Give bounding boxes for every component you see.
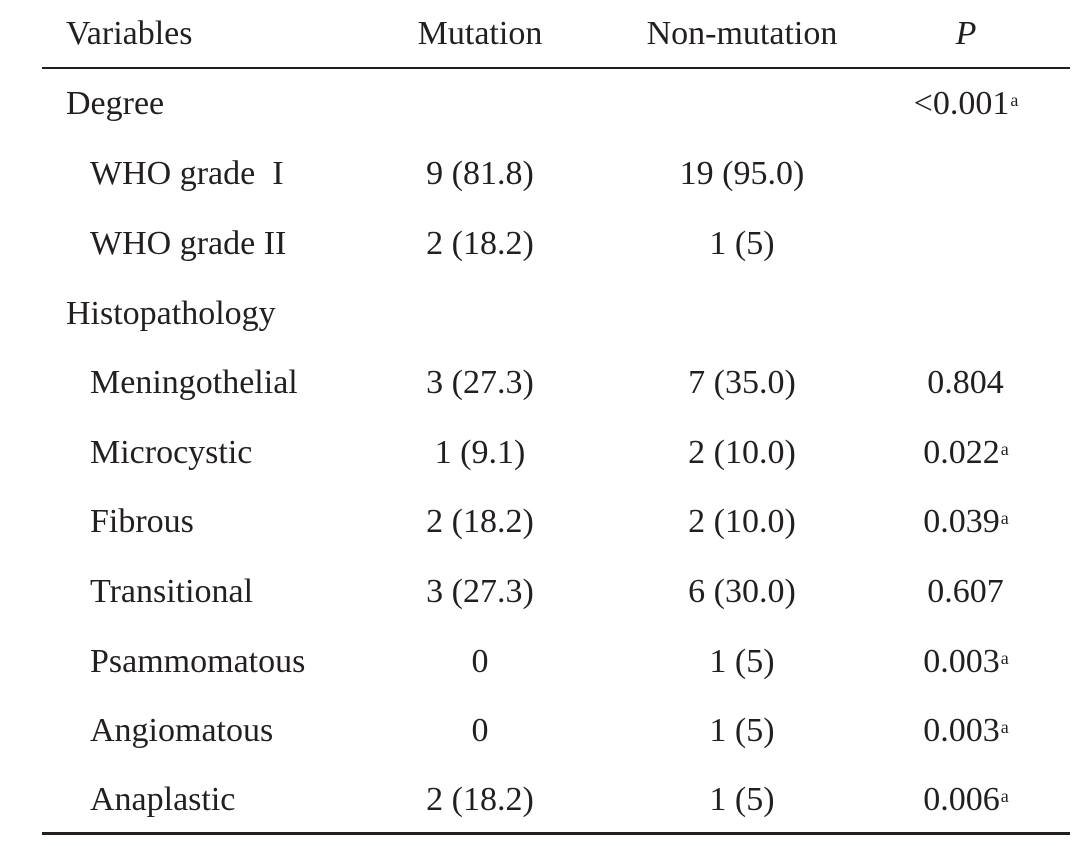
row-mutation: 0 <box>471 712 489 749</box>
row-p-value: 0.003a <box>866 711 1066 751</box>
row-label: Transitional <box>90 573 254 610</box>
header-variables: Variables <box>66 15 193 52</box>
row-p-value: 0.022a <box>866 433 1066 473</box>
footnote-marker: a <box>1000 786 1009 806</box>
footnote-marker: a <box>1000 717 1009 737</box>
row-p-value <box>866 294 1066 334</box>
row-non-mutation: 2 (10.0) <box>688 434 796 471</box>
row-non-mutation: 1 (5) <box>709 643 775 680</box>
row-mutation: 2 (18.2) <box>426 225 534 262</box>
row-label: WHO grade II <box>90 225 287 262</box>
footnote-marker: a <box>1000 648 1009 668</box>
p-value-text: 0.039 <box>923 503 1000 540</box>
footnote-marker: a <box>1010 90 1019 110</box>
table-row: Transitional 3 (27.3) 6 (30.0) 0.607 <box>42 572 1070 612</box>
row-p-value: 0.607 <box>866 572 1066 612</box>
row-non-mutation: 1 (5) <box>709 781 775 818</box>
table-row: WHO grade II 2 (18.2) 1 (5) <box>42 224 1070 264</box>
row-label: Meningothelial <box>90 364 298 401</box>
row-non-mutation: 1 (5) <box>709 225 775 262</box>
footnote-marker: a <box>1000 508 1009 528</box>
header-p-value: P <box>955 15 977 52</box>
row-p-value: <0.001a <box>866 84 1066 124</box>
row-label: Histopathology <box>66 295 276 332</box>
row-non-mutation: 2 (10.0) <box>688 503 796 540</box>
row-p-value <box>866 224 1066 264</box>
row-label: WHO grade I <box>90 155 284 192</box>
table-row: Histopathology <box>42 294 1070 334</box>
row-p-value: 0.003a <box>866 642 1066 682</box>
table-row: WHO grade I 9 (81.8) 19 (95.0) <box>42 154 1070 194</box>
table-row: Fibrous 2 (18.2) 2 (10.0) 0.039a <box>42 502 1070 542</box>
p-value-text: 0.006 <box>923 781 1000 818</box>
row-mutation: 9 (81.8) <box>426 155 534 192</box>
row-mutation: 0 <box>471 643 489 680</box>
row-non-mutation: 19 (95.0) <box>679 155 805 192</box>
row-p-value: 0.039a <box>866 502 1066 542</box>
bottom-rule <box>42 832 1070 835</box>
table-header-row: Variables Mutation Non-mutation P <box>42 14 1070 54</box>
row-label: Anaplastic <box>90 781 236 818</box>
row-p-value <box>866 154 1066 194</box>
row-mutation: 1 (9.1) <box>434 434 526 471</box>
table-row: Degree <0.001a <box>42 84 1070 124</box>
p-value-text: <0.001 <box>913 85 1010 122</box>
row-mutation: 3 (27.3) <box>426 573 534 610</box>
row-label: Microcystic <box>90 434 253 471</box>
row-mutation: 3 (27.3) <box>426 364 534 401</box>
header-non-mutation: Non-mutation <box>646 15 838 52</box>
table-row: Microcystic 1 (9.1) 2 (10.0) 0.022a <box>42 433 1070 473</box>
row-label: Angiomatous <box>90 712 274 749</box>
table-row: Psammomatous 0 1 (5) 0.003a <box>42 642 1070 682</box>
row-non-mutation: 6 (30.0) <box>688 573 796 610</box>
row-mutation: 2 (18.2) <box>426 781 534 818</box>
row-label: Fibrous <box>90 503 194 540</box>
row-mutation: 2 (18.2) <box>426 503 534 540</box>
table-row: Angiomatous 0 1 (5) 0.003a <box>42 711 1070 751</box>
row-p-value: 0.804 <box>866 363 1066 403</box>
row-non-mutation: 7 (35.0) <box>688 364 796 401</box>
header-rule <box>42 67 1070 69</box>
table-row: Anaplastic 2 (18.2) 1 (5) 0.006a <box>42 780 1070 820</box>
p-value-text: 0.804 <box>927 364 1004 401</box>
p-value-text: 0.022 <box>923 434 1000 471</box>
row-label: Psammomatous <box>90 643 306 680</box>
row-label: Degree <box>66 85 165 122</box>
header-mutation: Mutation <box>417 15 543 52</box>
p-value-text: 0.003 <box>923 643 1000 680</box>
row-p-value: 0.006a <box>866 780 1066 820</box>
p-value-text: 0.607 <box>927 573 1004 610</box>
table-row: Meningothelial 3 (27.3) 7 (35.0) 0.804 <box>42 363 1070 403</box>
footnote-marker: a <box>1000 439 1009 459</box>
row-non-mutation: 1 (5) <box>709 712 775 749</box>
p-value-text: 0.003 <box>923 712 1000 749</box>
